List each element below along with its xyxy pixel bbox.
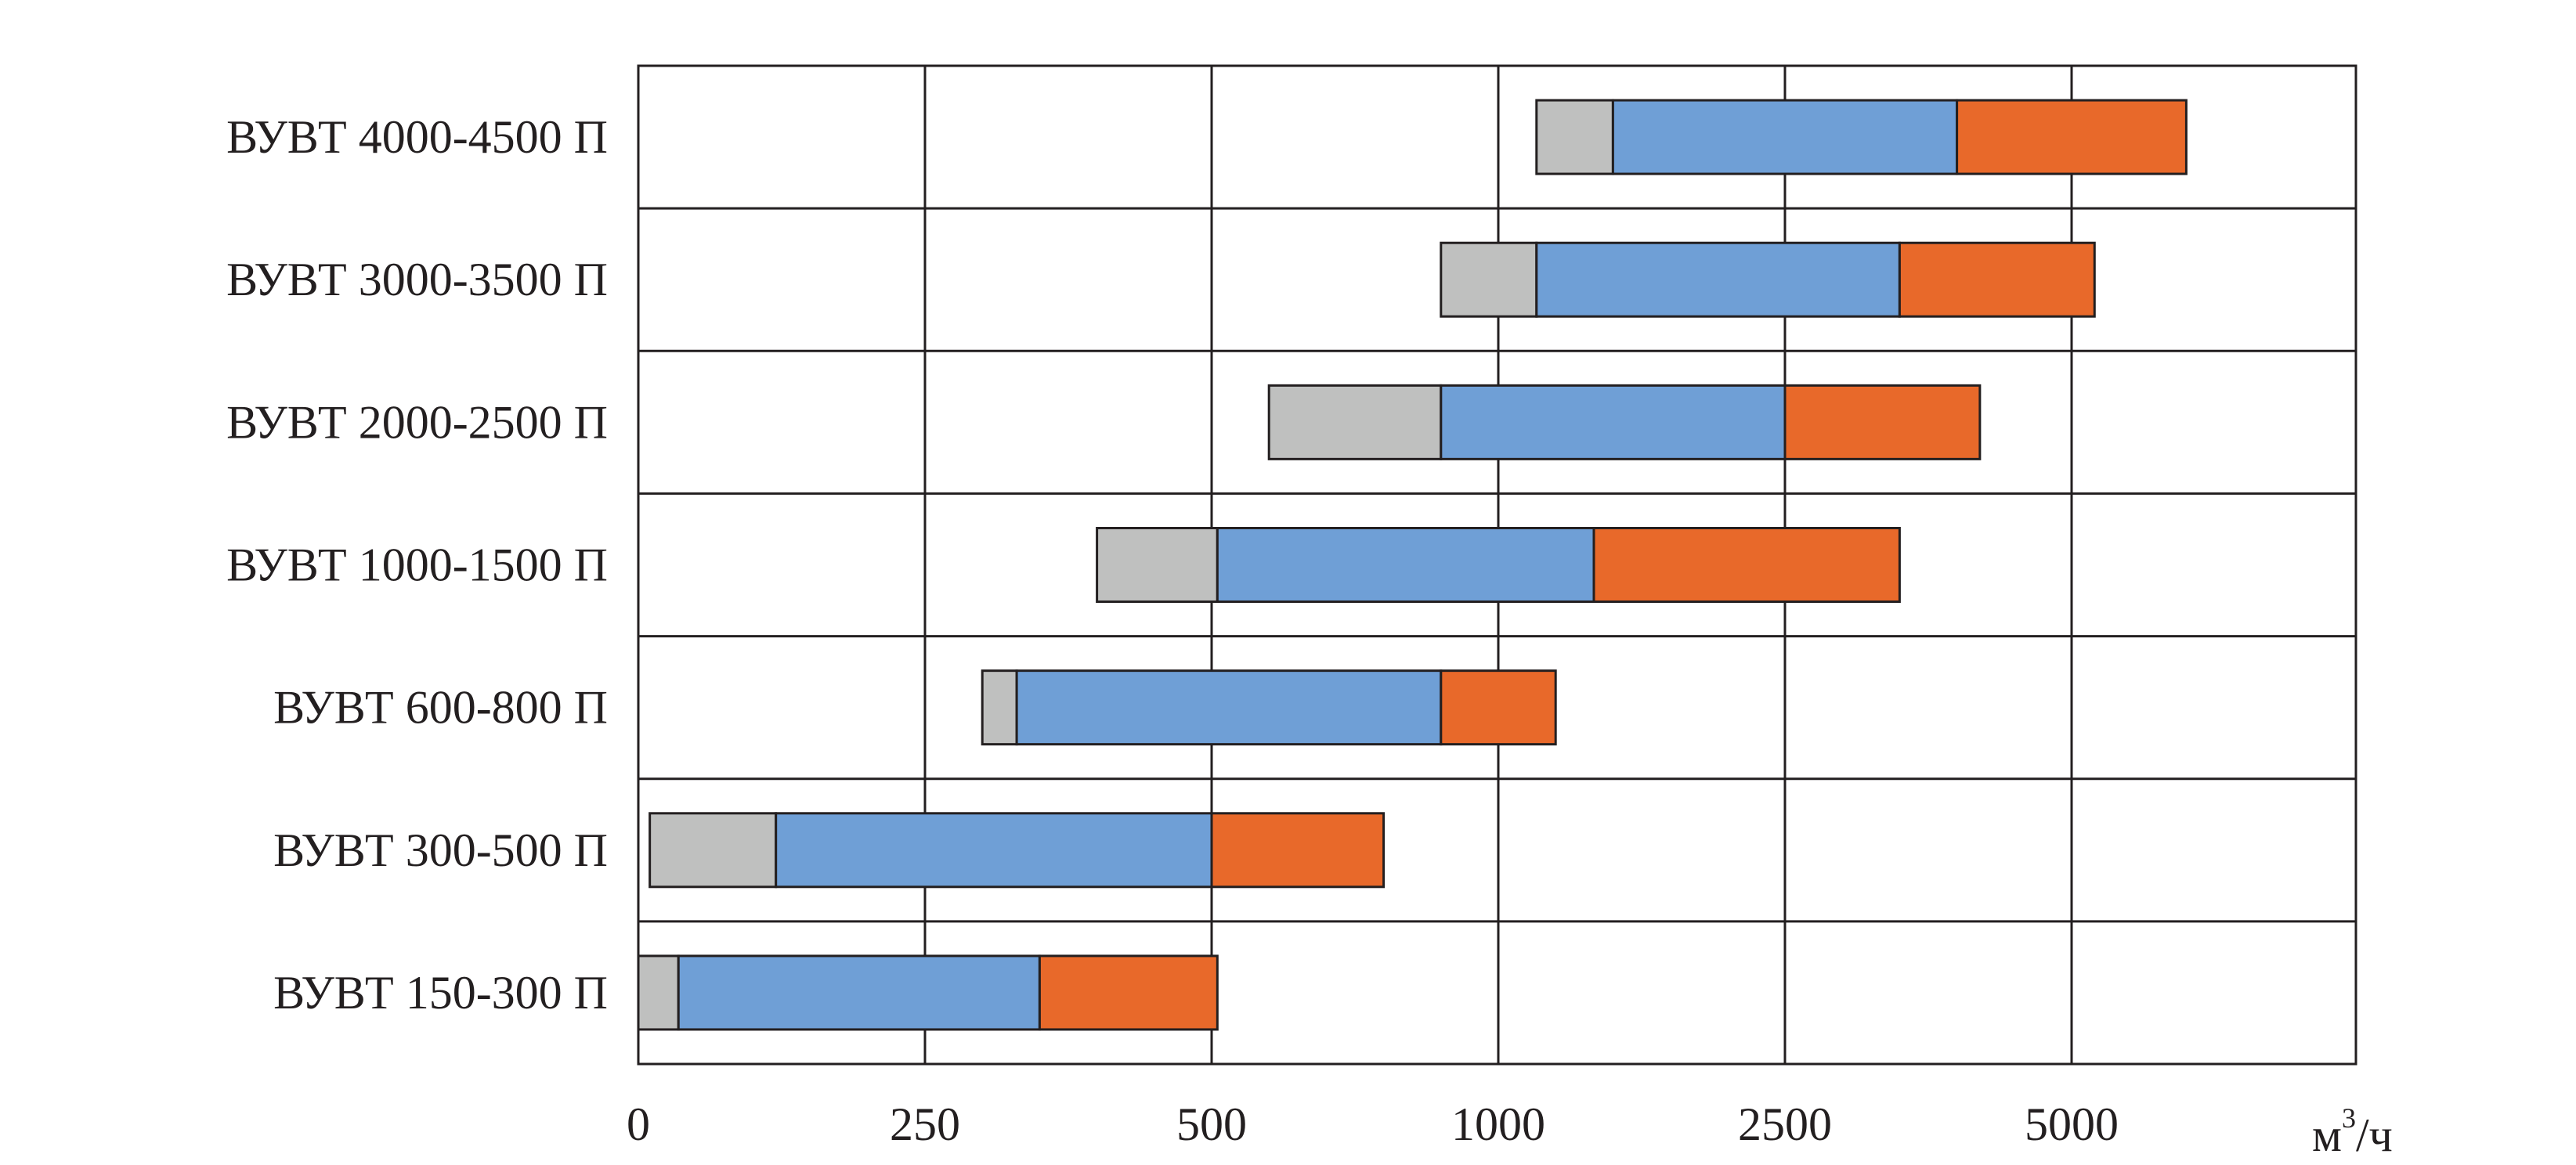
bar-segment (1440, 241, 1538, 318)
bar-segment (1956, 99, 2188, 175)
bar-segment (1267, 384, 1443, 460)
category-label: ВУВТ 1000-1500 П (226, 539, 608, 591)
bar-segment (775, 812, 1213, 889)
bar-segment (1210, 812, 1386, 889)
bar-segment (1440, 384, 1787, 460)
bar-segment (1592, 527, 1901, 603)
category-label: ВУВТ 600-800 П (273, 682, 608, 734)
category-labels: ВУВТ 4000-4500 П ВУВТ 3000-3500 П ВУВТ 200… (226, 111, 608, 1019)
bar-segment (1535, 241, 1901, 318)
category-label: ВУВТ 4000-4500 П (226, 111, 608, 163)
x-tick-label: 250 (890, 1098, 960, 1150)
bar-segment (981, 669, 1018, 746)
bar-segment (1015, 669, 1443, 746)
x-axis-ticks: 0 250 500 1000 2500 5000 (627, 1098, 2119, 1150)
x-tick-label: 0 (627, 1098, 650, 1150)
category-label: ВУВТ 2000-2500 П (226, 396, 608, 448)
bar-segment (1038, 954, 1219, 1031)
bar-segment (1898, 241, 2096, 318)
bar-segment (1440, 669, 1557, 746)
bar-segment (649, 812, 778, 889)
x-tick-label: 5000 (2025, 1098, 2119, 1150)
bar-segment (637, 954, 680, 1031)
bar-segment (1535, 99, 1614, 175)
bars (637, 99, 2188, 1031)
x-tick-label: 1000 (1451, 1098, 1545, 1150)
x-tick-label: 500 (1176, 1098, 1247, 1150)
bar-segment (1611, 99, 1959, 175)
grid (638, 66, 2356, 1064)
bar-segment (677, 954, 1041, 1031)
category-label: ВУВТ 300-500 П (273, 824, 608, 876)
bar-segment (1096, 527, 1219, 603)
bar-segment (1783, 384, 1982, 460)
x-axis-unit-label: м3/ч (2312, 1102, 2393, 1161)
category-label: ВУВТ 150-300 П (273, 967, 608, 1019)
x-tick-label: 2500 (1738, 1098, 1832, 1150)
bar-segment (1216, 527, 1595, 603)
category-label: ВУВТ 3000-3500 П (226, 254, 608, 305)
plot-frame (637, 64, 2357, 1066)
